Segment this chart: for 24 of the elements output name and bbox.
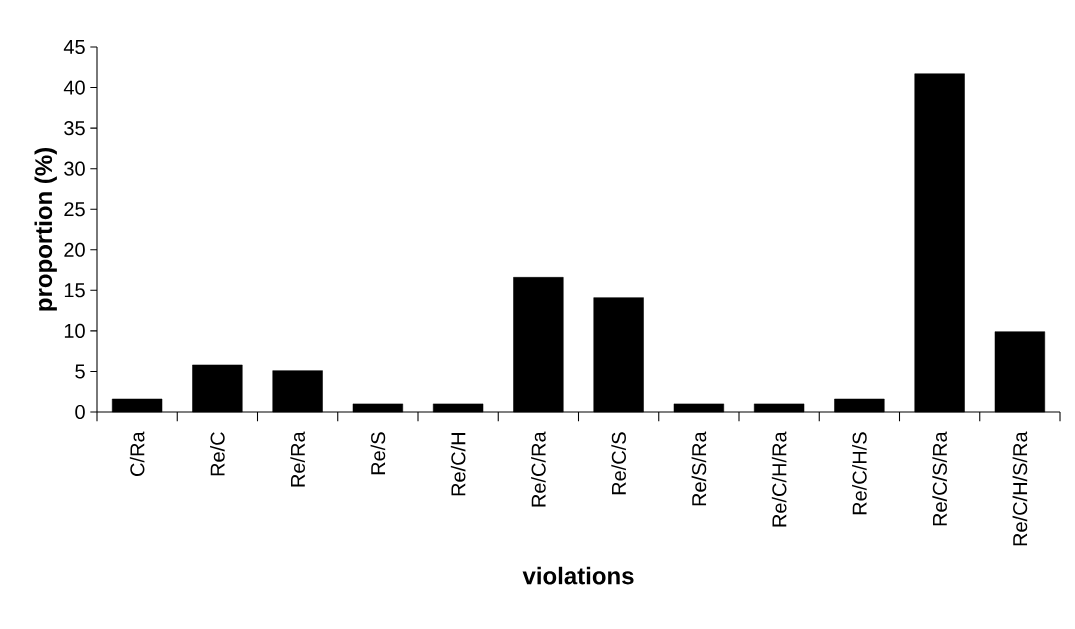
y-tick-label: 40 — [63, 80, 85, 95]
x-tick-label: Re/S/Ra — [691, 431, 707, 506]
y-tick-label: 10 — [64, 323, 85, 338]
x-tick-label: Re/C/S/Ra — [932, 431, 947, 526]
y-tick-label: 15 — [64, 283, 85, 298]
x-axis-title: violations — [522, 566, 634, 585]
x-tick-label: Re/Ra — [290, 431, 305, 487]
y-tick-label: 45 — [63, 40, 85, 54]
x-tick-label: Re/C/H/S — [852, 432, 867, 515]
y-tick-label: 5 — [75, 364, 85, 379]
x-tick-label: C/Ra — [129, 431, 145, 476]
x-tick-label: Re/C — [210, 432, 225, 476]
x-tick-label: Re/C/H/S/Ra — [1012, 431, 1028, 546]
x-tick-label: Re/C/S — [611, 432, 626, 495]
y-tick-label: 30 — [64, 161, 85, 176]
y-tick-label: 20 — [64, 242, 85, 257]
y-tick-label: 35 — [64, 121, 85, 136]
y-tick-label: 0 — [75, 404, 85, 420]
x-tick-label: Re/C/Ra — [531, 431, 546, 507]
x-tick-label: Re/C/H/Ra — [771, 431, 787, 527]
x-tick-label: Re/S — [370, 432, 386, 475]
x-tick-label: Re/C/H — [450, 433, 466, 496]
y-axis-title: proportion (%) — [34, 148, 57, 311]
y-tick-label: 25 — [64, 202, 85, 217]
